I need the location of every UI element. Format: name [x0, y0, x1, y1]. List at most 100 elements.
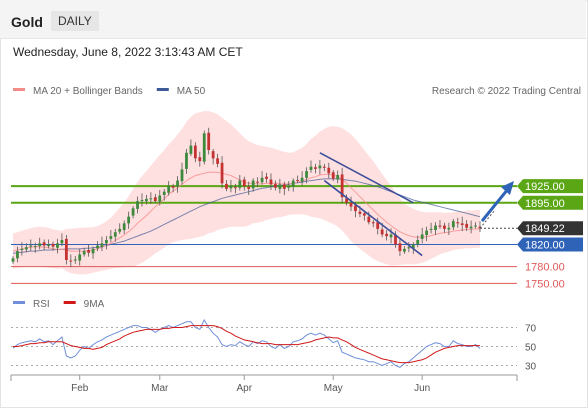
candle [447, 222, 451, 235]
candle [109, 230, 113, 243]
candle [322, 163, 326, 172]
candle [451, 218, 455, 230]
level-tag-1925.00 [517, 179, 583, 194]
candle-body [469, 226, 473, 229]
candle [51, 241, 55, 251]
candle [202, 130, 206, 165]
candle [207, 127, 211, 155]
candle [465, 220, 469, 232]
legend-swatch-ma20 [13, 88, 25, 91]
candle-body [309, 166, 313, 170]
candle [29, 239, 33, 252]
candle [64, 235, 68, 265]
candle-body [185, 152, 188, 169]
candle [38, 237, 42, 250]
candle-body [47, 244, 50, 247]
candle [309, 160, 313, 173]
legend-swatch-ma50 [156, 88, 169, 91]
candle-body [300, 177, 304, 182]
candle [105, 236, 108, 250]
candle [82, 248, 86, 257]
candle-body [56, 243, 59, 248]
candle [291, 178, 295, 192]
candle [87, 245, 91, 257]
candle-body [229, 186, 233, 189]
candle [185, 148, 188, 174]
candle-body [131, 208, 135, 216]
candle-body [118, 228, 122, 232]
candle [60, 233, 64, 247]
timeframe-badge[interactable]: DAILY [51, 11, 99, 31]
candle [73, 256, 77, 264]
candle-body [105, 240, 108, 244]
candle-body [274, 183, 277, 188]
candle [96, 241, 99, 252]
symbol-label: Gold [11, 14, 43, 30]
candle-body [24, 247, 28, 250]
candle-body [345, 198, 348, 203]
rsi-line [12, 318, 481, 368]
candle [24, 243, 28, 253]
candle [407, 242, 411, 253]
candle [20, 242, 24, 256]
date-line: Wednesday, June 8, 2022 3:13:43 AM CET [13, 45, 243, 59]
candle-body [478, 226, 482, 229]
rsi-ma9-line [13, 325, 480, 364]
candle-body [207, 132, 211, 150]
candle [211, 148, 215, 165]
candle-body [256, 181, 260, 183]
candle-body [60, 240, 64, 244]
candle-body [265, 176, 268, 179]
candle [198, 151, 202, 167]
candle-body [376, 222, 380, 229]
candle-body [69, 260, 73, 262]
candle-body [402, 248, 406, 252]
candle [443, 222, 446, 233]
candle [398, 237, 402, 257]
candle [256, 177, 260, 188]
candle [11, 256, 15, 264]
copyright-label: Research © 2022 Trading Central [432, 86, 581, 97]
candle [314, 163, 317, 174]
candle-body [460, 223, 464, 225]
candle-body [407, 247, 411, 249]
candle [425, 226, 429, 242]
candle-body [260, 177, 264, 183]
candle-body [420, 234, 424, 239]
candle-body [354, 205, 357, 212]
candle-body [456, 222, 460, 224]
candle [56, 238, 59, 254]
candle [420, 227, 424, 244]
candle-body [73, 259, 77, 261]
x-tick-label-Feb: Feb [71, 383, 89, 394]
candle-body [38, 243, 42, 247]
candle [171, 183, 175, 193]
candle-body [96, 245, 99, 249]
x-tick-label-Jun: Jun [414, 383, 430, 394]
candle-body [389, 234, 393, 238]
candle [193, 142, 197, 163]
candle-body [296, 180, 300, 181]
candle-body [51, 243, 55, 247]
candle-body [385, 233, 388, 237]
price-chart: MA 20 + Bollinger Bands MA 50 Research © 2… [11, 86, 581, 284]
candle [47, 239, 50, 249]
candle [238, 175, 242, 191]
candle [265, 172, 268, 183]
candle [438, 220, 442, 229]
candle [282, 181, 286, 195]
candle-body [340, 174, 344, 198]
candle [162, 188, 166, 201]
candle [478, 221, 482, 233]
candle [113, 228, 117, 242]
candle-body [233, 187, 237, 189]
candle [189, 139, 193, 157]
candle-body [198, 157, 202, 162]
candle-body [153, 197, 157, 202]
candle [16, 246, 19, 263]
rsi-tick-50: 50 [525, 343, 537, 354]
candle-body [398, 243, 402, 252]
candle-body [64, 238, 68, 260]
ma20-line [12, 171, 480, 252]
